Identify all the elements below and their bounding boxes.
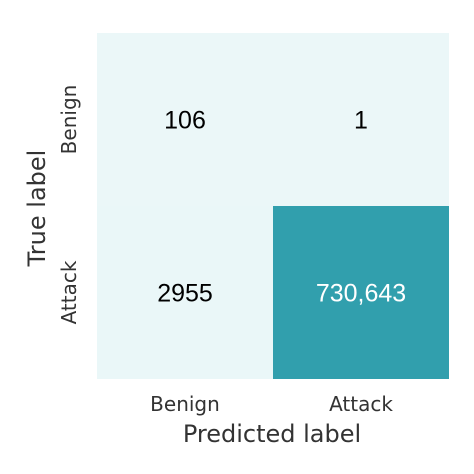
y-tick-label: Benign: [57, 85, 81, 155]
heatmap-cells: [97, 33, 449, 379]
y-tick-labels: Benign Attack: [57, 85, 81, 325]
x-tick-label: Benign: [150, 392, 220, 416]
heatmap-cell-values: 106 1 2955 730,643: [157, 107, 406, 308]
heatmap-cell-benign-benign: [97, 33, 273, 206]
cell-value-label: 730,643: [316, 280, 406, 308]
heatmap-cell-attack-benign: [97, 206, 273, 379]
x-tick-label: Attack: [329, 392, 393, 416]
heatmap-cell-benign-attack: [273, 33, 449, 206]
cell-value-label: 1: [354, 107, 368, 135]
x-tick-labels: Benign Attack: [150, 392, 393, 416]
x-axis-label: Predicted label: [183, 420, 361, 448]
y-tick-label: Attack: [57, 260, 81, 324]
y-axis-label: True label: [23, 150, 51, 268]
cell-value-label: 2955: [157, 280, 213, 308]
heatmap-cell-attack-attack: [273, 206, 449, 379]
cell-value-label: 106: [164, 107, 206, 135]
